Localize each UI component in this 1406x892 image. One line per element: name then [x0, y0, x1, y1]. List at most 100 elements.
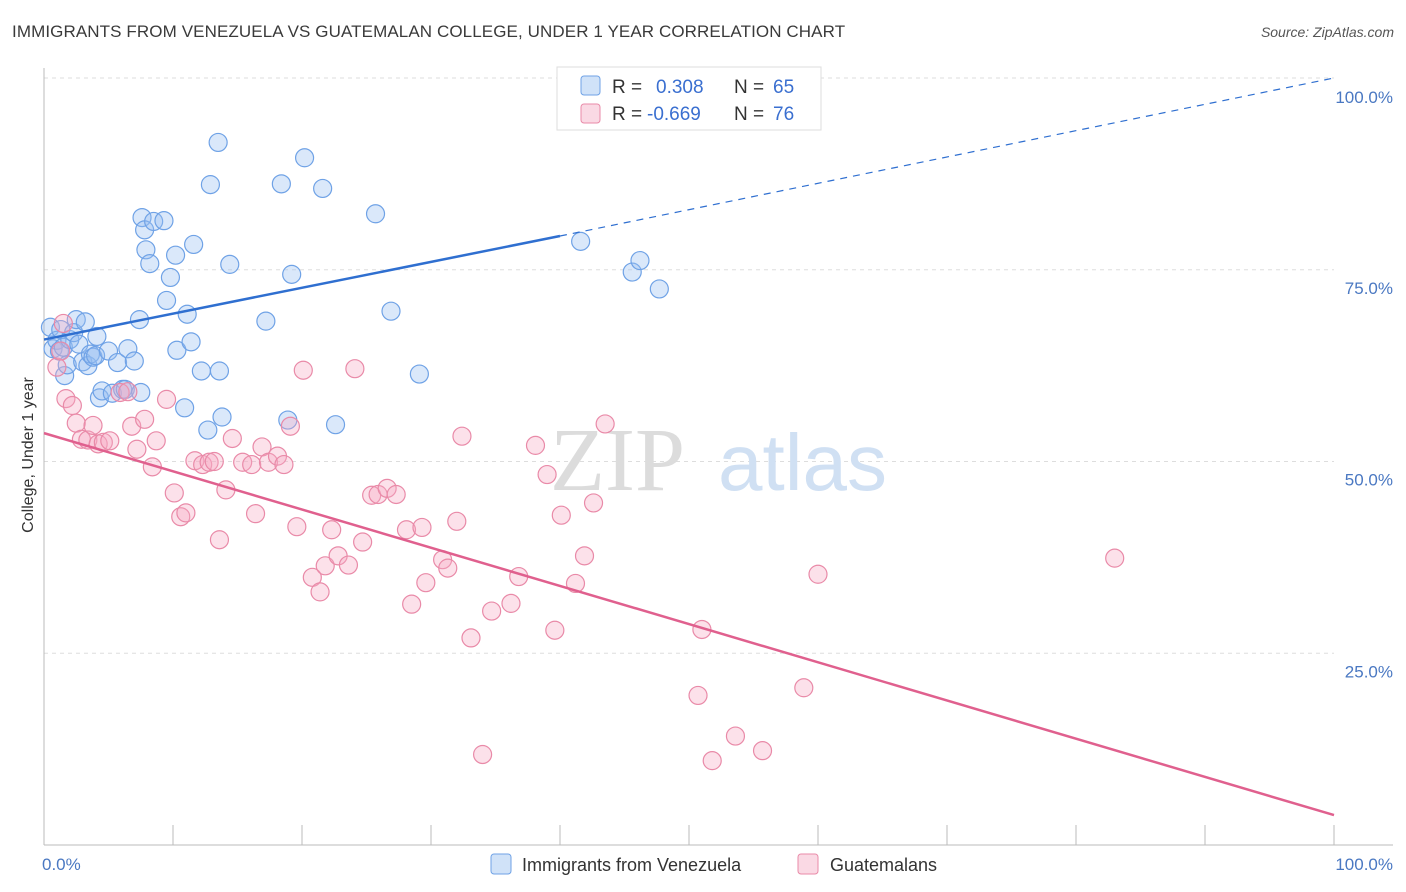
watermark-zip: ZIP: [550, 411, 685, 510]
data-point: [501, 593, 521, 613]
axes: [43, 68, 1393, 846]
data-point: [402, 594, 422, 614]
data-point: [127, 439, 147, 459]
legend-r-label-2: R =: [612, 104, 642, 125]
legend-r-value-2: -0.669: [647, 104, 701, 125]
data-point: [51, 341, 71, 361]
data-point: [118, 339, 138, 359]
data-point: [175, 398, 195, 418]
data-point: [160, 267, 181, 288]
data-point: [75, 312, 95, 332]
data-point: [171, 507, 191, 527]
data-point: [416, 573, 436, 593]
legend-n-value-2: 76: [773, 104, 794, 125]
data-point: [135, 409, 155, 429]
source-credit: Source: ZipAtlas.com: [1260, 24, 1394, 40]
watermark-atlas: atlas: [718, 418, 887, 507]
data-point: [212, 407, 232, 427]
data-point: [156, 389, 177, 409]
data-point: [551, 505, 571, 525]
data-point: [310, 582, 330, 602]
data-point: [294, 148, 315, 168]
data-point: [274, 454, 294, 475]
data-point: [124, 351, 144, 371]
legend-n-label-2: N =: [734, 104, 764, 125]
data-point: [630, 250, 650, 271]
data-point: [140, 254, 160, 274]
data-point: [176, 503, 196, 523]
data-point: [156, 290, 177, 311]
data-point: [200, 175, 221, 195]
data-point: [62, 395, 82, 416]
data-point: [325, 415, 346, 435]
series-legend: Immigrants from Venezuela Guatemalans: [490, 853, 937, 875]
data-point: [702, 751, 722, 771]
data-point: [115, 379, 135, 400]
legend-n-label-1: N =: [734, 77, 764, 98]
y-tick-label: 25.0%: [1345, 662, 1393, 681]
data-point: [353, 532, 373, 552]
trend-line-guatemalans: [43, 431, 1335, 817]
data-point: [184, 234, 204, 255]
legend-n-value-1: 65: [773, 77, 794, 98]
data-point: [545, 620, 565, 640]
data-point: [412, 517, 432, 538]
y-tick-label: 100.0%: [1335, 88, 1393, 107]
data-point: [118, 382, 138, 402]
data-point: [752, 741, 773, 761]
data-point: [315, 556, 335, 576]
data-point: [204, 451, 224, 472]
data-point: [208, 132, 228, 153]
data-point: [167, 340, 187, 360]
data-point: [725, 726, 746, 746]
y-tick-labels: 25.0% 50.0% 75.0% 100.0%: [1335, 88, 1393, 681]
data-point: [47, 357, 67, 377]
data-point: [537, 464, 557, 485]
data-point: [571, 231, 591, 251]
legend-swatch-guatemalans: [580, 103, 601, 124]
chart-title: IMMIGRANTS FROM VENEZUELA VS GUATEMALAN …: [12, 22, 846, 41]
data-point: [66, 413, 86, 433]
series-guatemalans-points: [47, 313, 1125, 771]
data-point: [83, 415, 103, 436]
data-point: [242, 454, 262, 475]
data-point: [381, 301, 401, 321]
data-point: [482, 601, 502, 621]
data-point: [386, 484, 406, 505]
data-point: [293, 360, 313, 380]
data-point: [165, 245, 186, 265]
data-point: [100, 431, 120, 451]
legend-r-label-1: R =: [612, 77, 642, 98]
trend-line-venezuela-extension: [559, 77, 1335, 237]
data-point: [209, 361, 230, 381]
data-point: [583, 493, 604, 513]
data-point: [199, 452, 219, 472]
data-point: [409, 364, 429, 384]
data-point: [452, 426, 472, 446]
watermark: ZIP atlas: [550, 411, 887, 510]
data-point: [794, 678, 814, 698]
data-point: [144, 211, 164, 232]
data-point: [209, 530, 230, 550]
data-point: [280, 416, 300, 436]
x-tick-label-max: 100.0%: [1335, 855, 1393, 874]
data-point: [181, 332, 201, 352]
data-point: [313, 178, 333, 199]
data-point: [220, 254, 240, 274]
data-point: [282, 264, 302, 284]
series-venezuela-points: [40, 132, 669, 440]
stats-legend: R = 0.308 N = 65 R = -0.669 N = 76: [556, 66, 822, 131]
data-point: [622, 262, 642, 282]
data-point: [1105, 548, 1125, 568]
data-point: [461, 628, 481, 648]
data-point: [154, 211, 174, 231]
data-point: [110, 382, 130, 403]
data-point: [688, 685, 708, 706]
data-point: [345, 359, 365, 379]
legend-r-value-1: 0.308: [656, 77, 704, 98]
data-point: [177, 304, 197, 324]
x-tick-labels: 0.0% 100.0%: [42, 855, 1393, 874]
y-axis-label: College, Under 1 year: [20, 377, 37, 533]
data-point: [595, 414, 615, 434]
